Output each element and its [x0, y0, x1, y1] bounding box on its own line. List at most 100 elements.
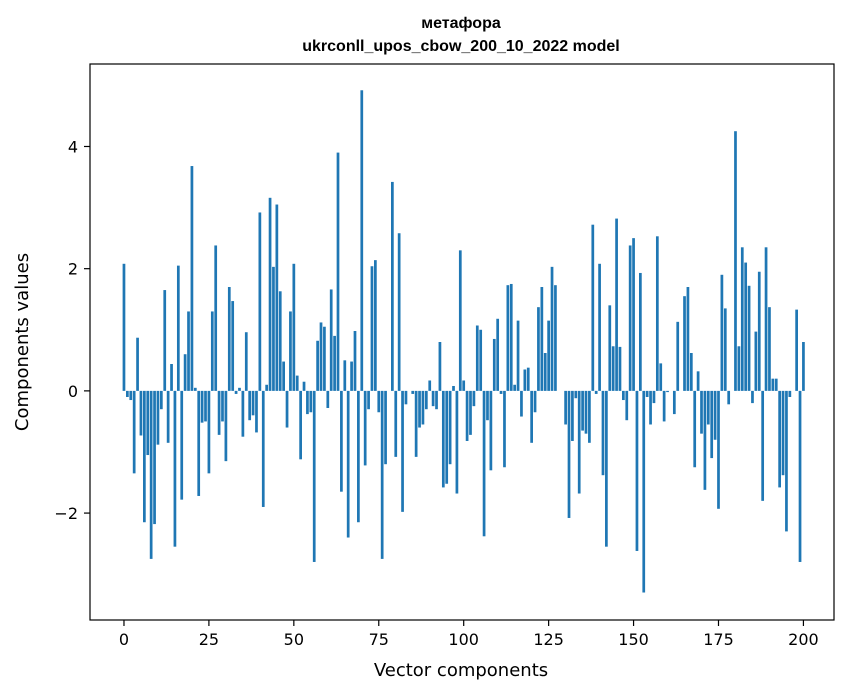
- bar: [149, 390, 153, 559]
- bar: [540, 287, 544, 391]
- bar: [299, 390, 302, 460]
- bar: [285, 390, 289, 428]
- bar: [774, 378, 778, 391]
- bar: [435, 390, 438, 410]
- bar: [683, 296, 686, 391]
- bar: [530, 390, 533, 443]
- bar: [367, 390, 370, 410]
- bar: [571, 390, 574, 441]
- bar: [159, 390, 163, 410]
- y-tick-label: 2: [68, 260, 78, 279]
- bar: [323, 326, 326, 391]
- bar: [374, 260, 377, 391]
- bar: [649, 390, 652, 425]
- bar: [503, 390, 506, 468]
- bar: [139, 390, 143, 436]
- bar: [214, 245, 218, 391]
- bar: [737, 346, 741, 391]
- bar: [717, 390, 720, 509]
- bar: [778, 390, 781, 488]
- bar: [306, 390, 309, 415]
- bar: [533, 390, 537, 413]
- bar: [336, 152, 340, 391]
- x-tick-label: 200: [788, 630, 819, 649]
- bar: [268, 197, 272, 391]
- bar: [265, 384, 269, 391]
- bar: [754, 331, 758, 391]
- bar: [757, 271, 761, 391]
- x-tick-label: 150: [618, 630, 649, 649]
- bar: [146, 390, 150, 456]
- bar: [136, 337, 139, 391]
- bar: [217, 390, 221, 435]
- bar: [227, 287, 231, 391]
- y-axis-ticks: −2 0 2 4: [54, 137, 90, 523]
- bar: [795, 309, 798, 391]
- bar: [588, 390, 591, 443]
- bar: [611, 346, 615, 391]
- bar: [479, 329, 483, 391]
- bar: [785, 390, 788, 532]
- bar: [248, 390, 252, 421]
- bar: [727, 390, 731, 405]
- bar: [404, 390, 408, 405]
- bar: [526, 367, 530, 391]
- y-tick-label: 4: [68, 137, 78, 156]
- bar: [397, 233, 401, 391]
- bar: [516, 320, 520, 391]
- bar: [438, 342, 442, 391]
- bar: [496, 318, 500, 391]
- bar: [666, 390, 669, 393]
- bar: [618, 346, 622, 391]
- x-tick-label: 0: [119, 630, 129, 649]
- bar: [598, 263, 601, 391]
- bar: [251, 390, 255, 416]
- bar: [289, 311, 292, 391]
- bar: [768, 307, 771, 391]
- bar: [210, 311, 214, 391]
- bar: [282, 361, 285, 391]
- bar: [394, 390, 398, 457]
- bar: [238, 387, 241, 391]
- bar: [584, 390, 588, 434]
- bar: [380, 390, 384, 559]
- bar: [326, 390, 330, 408]
- bar: [370, 266, 374, 391]
- bar: [747, 285, 751, 391]
- bar: [703, 390, 707, 490]
- bar: [272, 266, 275, 391]
- bar: [622, 390, 625, 401]
- x-tick-label: 125: [533, 630, 564, 649]
- bar: [693, 390, 697, 468]
- bar: [788, 390, 792, 397]
- bar: [659, 363, 663, 391]
- bar: [798, 390, 802, 562]
- bar: [360, 90, 364, 391]
- bar: [384, 390, 387, 465]
- bar: [193, 387, 197, 391]
- bar: [244, 332, 248, 391]
- bar: [401, 390, 404, 512]
- bar: [550, 266, 554, 391]
- bar: [302, 381, 306, 391]
- bar: [469, 390, 472, 435]
- bar: [710, 390, 714, 459]
- bar: [543, 353, 547, 391]
- x-tick-label: 25: [199, 630, 219, 649]
- bar: [200, 390, 204, 423]
- bar: [676, 321, 680, 391]
- bar: [170, 364, 173, 391]
- chart-title-line2: ukrconll_upos_cbow_200_10_2022 model: [302, 38, 619, 55]
- bar: [458, 250, 462, 391]
- bar: [452, 385, 455, 391]
- bar: [231, 301, 235, 391]
- bar: [520, 390, 523, 417]
- bar: [204, 390, 207, 422]
- bar: [574, 390, 578, 399]
- bar: [333, 335, 336, 391]
- bar: [418, 390, 421, 428]
- y-axis-label: Components values: [12, 253, 33, 431]
- bar: [594, 390, 598, 394]
- bar: [163, 290, 167, 391]
- y-tick-label: −2: [54, 504, 78, 523]
